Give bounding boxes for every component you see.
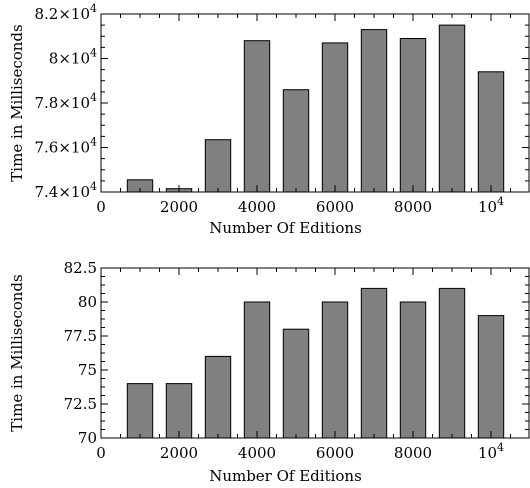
chart-bottom: 0 2000 4000 6000 8000 104 70 72.5 75 77.5 80 82.5 Nu… — [8, 259, 530, 485]
y-tick-label: 82.5 — [64, 259, 97, 277]
y-tick-label: 7.4×104 — [34, 180, 97, 201]
y-axis-title: Time in Milliseconds — [8, 24, 26, 181]
bar — [165, 383, 193, 439]
bar — [360, 29, 388, 193]
bar — [321, 42, 349, 193]
bar — [477, 315, 505, 439]
y-axis-title: Time in Milliseconds — [8, 274, 26, 431]
x-tick-label: 0 — [96, 444, 106, 462]
bar — [282, 328, 310, 439]
bar — [399, 38, 427, 193]
y-tick-label: 75 — [78, 361, 97, 379]
x-tick-label: 4000 — [238, 444, 276, 462]
y-tick-label: 72.5 — [64, 395, 97, 413]
bar — [438, 24, 466, 193]
x-axis-title: Number Of Editions — [209, 219, 362, 237]
y-tick-label: 8.2×104 — [34, 2, 97, 23]
bar — [243, 301, 271, 439]
x-tick-label: 6000 — [316, 444, 354, 462]
bar — [282, 89, 310, 193]
y-tick-label: 80 — [78, 293, 97, 311]
bar — [204, 355, 232, 439]
bar — [243, 40, 271, 193]
x-tick-label: 104 — [478, 441, 504, 462]
y-tick-label: 7.8×104 — [34, 91, 97, 112]
bar — [126, 383, 154, 439]
x-tick-label: 4000 — [238, 198, 276, 216]
x-tick-label: 6000 — [316, 198, 354, 216]
x-tick-label: 2000 — [160, 198, 198, 216]
y-tick-label: 8×104 — [49, 47, 97, 68]
y-tick-label: 7.6×104 — [34, 136, 97, 157]
chart-top: 0 2000 4000 6000 8000 104 7.4×104 7.6×104 7.8×10… — [8, 2, 530, 237]
x-tick-label: 8000 — [394, 198, 432, 216]
bar — [399, 301, 427, 439]
y-tick-label: 70 — [78, 429, 97, 447]
bar — [477, 71, 505, 193]
x-tick-label: 0 — [96, 198, 106, 216]
x-tick-label: 104 — [478, 195, 504, 216]
bar — [360, 287, 388, 439]
bar — [204, 139, 232, 193]
y-tick-label: 77.5 — [64, 327, 97, 345]
x-axis-title: Number Of Editions — [209, 467, 362, 485]
bar — [438, 287, 466, 439]
x-tick-label: 2000 — [160, 444, 198, 462]
bar — [321, 301, 349, 439]
x-tick-label: 8000 — [394, 444, 432, 462]
